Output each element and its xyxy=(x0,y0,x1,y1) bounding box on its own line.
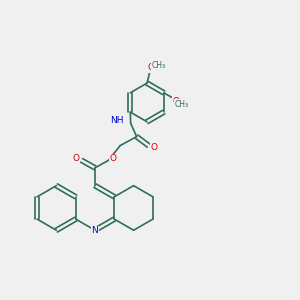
Text: O: O xyxy=(73,154,80,164)
Text: N: N xyxy=(92,226,98,235)
Text: NH: NH xyxy=(111,116,124,125)
Text: O: O xyxy=(148,63,155,72)
Text: CH₃: CH₃ xyxy=(151,61,165,70)
Text: O: O xyxy=(172,97,179,106)
Text: O: O xyxy=(110,154,117,164)
Text: CH₃: CH₃ xyxy=(175,100,189,109)
Text: O: O xyxy=(150,142,157,152)
